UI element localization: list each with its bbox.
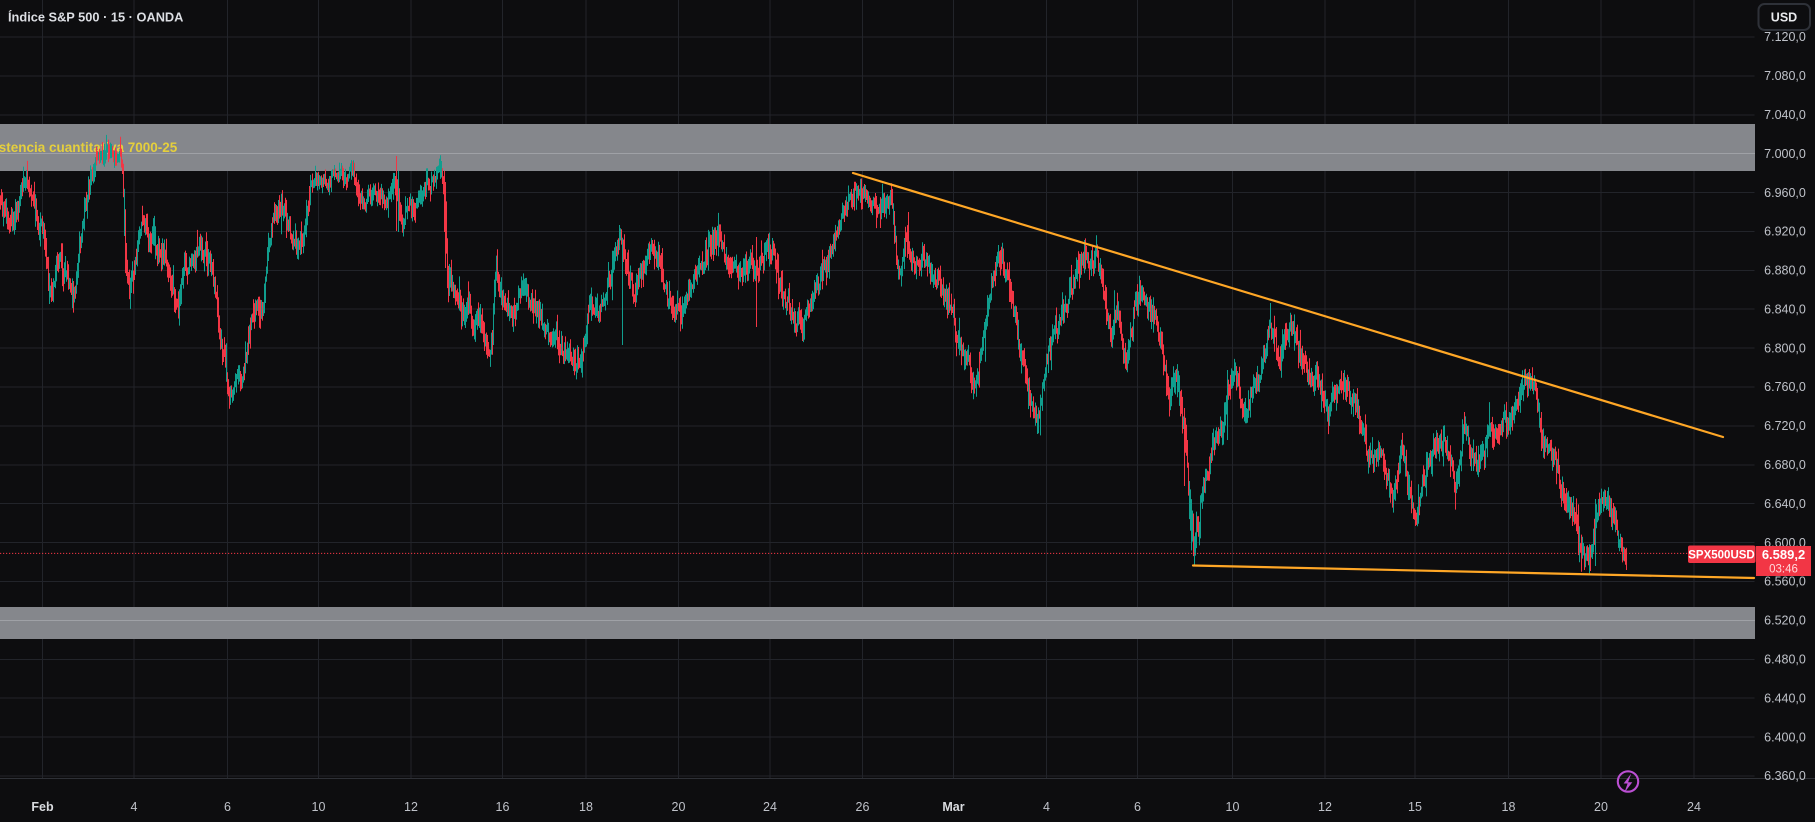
svg-text:7.000,0: 7.000,0 bbox=[1764, 147, 1806, 161]
svg-text:4: 4 bbox=[1043, 800, 1050, 814]
svg-text:6: 6 bbox=[1134, 800, 1141, 814]
svg-text:Índice S&P 500 · 15 · OANDA: Índice S&P 500 · 15 · OANDA bbox=[8, 10, 183, 25]
svg-text:03:46: 03:46 bbox=[1769, 564, 1798, 576]
svg-text:24: 24 bbox=[763, 800, 777, 814]
svg-text:6.880,0: 6.880,0 bbox=[1764, 264, 1806, 278]
svg-text:6.720,0: 6.720,0 bbox=[1764, 419, 1806, 433]
svg-text:6.440,0: 6.440,0 bbox=[1764, 691, 1806, 705]
svg-text:6.760,0: 6.760,0 bbox=[1764, 380, 1806, 394]
svg-text:12: 12 bbox=[1318, 800, 1332, 814]
svg-text:USD: USD bbox=[1771, 11, 1797, 25]
svg-text:stencia cuantitativa 7000-25: stencia cuantitativa 7000-25 bbox=[0, 140, 178, 155]
svg-text:6.360,0: 6.360,0 bbox=[1764, 769, 1806, 783]
svg-text:6.589,2: 6.589,2 bbox=[1762, 547, 1805, 562]
svg-text:26: 26 bbox=[856, 800, 870, 814]
svg-text:6: 6 bbox=[224, 800, 231, 814]
svg-text:10: 10 bbox=[312, 800, 326, 814]
svg-text:16: 16 bbox=[496, 800, 510, 814]
svg-text:7.040,0: 7.040,0 bbox=[1764, 108, 1806, 122]
svg-text:18: 18 bbox=[1502, 800, 1516, 814]
svg-text:20: 20 bbox=[1594, 800, 1608, 814]
svg-text:4: 4 bbox=[131, 800, 138, 814]
svg-text:6.680,0: 6.680,0 bbox=[1764, 458, 1806, 472]
svg-text:6.640,0: 6.640,0 bbox=[1764, 497, 1806, 511]
svg-text:6.520,0: 6.520,0 bbox=[1764, 614, 1806, 628]
svg-text:6.840,0: 6.840,0 bbox=[1764, 302, 1806, 316]
svg-text:6.400,0: 6.400,0 bbox=[1764, 730, 1806, 744]
svg-text:18: 18 bbox=[579, 800, 593, 814]
svg-text:6.480,0: 6.480,0 bbox=[1764, 653, 1806, 667]
svg-text:6.560,0: 6.560,0 bbox=[1764, 575, 1806, 589]
svg-text:6.920,0: 6.920,0 bbox=[1764, 225, 1806, 239]
svg-text:Feb: Feb bbox=[31, 800, 54, 814]
svg-text:6.800,0: 6.800,0 bbox=[1764, 341, 1806, 355]
svg-text:7.080,0: 7.080,0 bbox=[1764, 69, 1806, 83]
svg-text:SPX500USD: SPX500USD bbox=[1688, 549, 1754, 561]
svg-text:Mar: Mar bbox=[942, 800, 964, 814]
svg-text:15: 15 bbox=[1408, 800, 1422, 814]
svg-text:12: 12 bbox=[404, 800, 418, 814]
svg-text:7.120,0: 7.120,0 bbox=[1764, 30, 1806, 44]
svg-text:20: 20 bbox=[672, 800, 686, 814]
svg-text:6.960,0: 6.960,0 bbox=[1764, 186, 1806, 200]
svg-text:10: 10 bbox=[1226, 800, 1240, 814]
svg-text:24: 24 bbox=[1687, 800, 1701, 814]
